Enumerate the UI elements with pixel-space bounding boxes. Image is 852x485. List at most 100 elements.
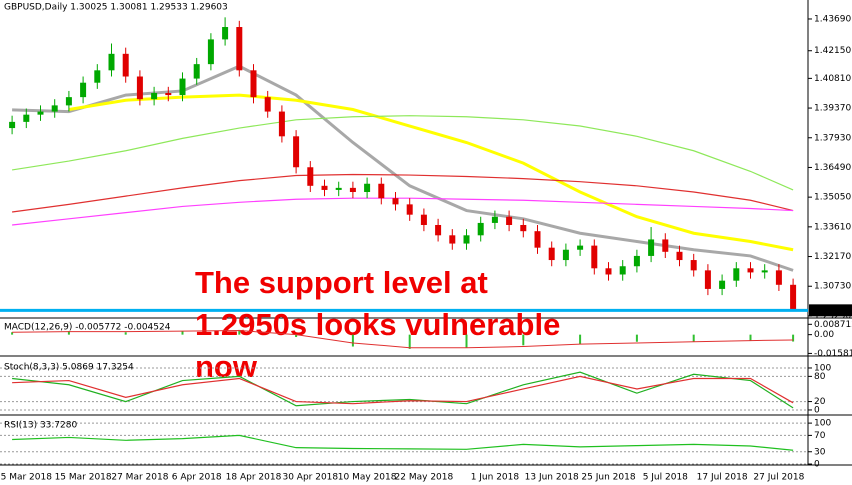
y-tick-label: 0 [814, 460, 820, 470]
candle-body [264, 97, 271, 112]
candle-body [335, 187, 342, 190]
y-tick-label: 1.35050 [814, 193, 851, 203]
y-tick-label: 30 [814, 447, 826, 457]
macd-bar [181, 331, 184, 335]
candle-body [165, 93, 172, 96]
candle-body [562, 249, 569, 261]
candle-body [662, 239, 669, 252]
candle-body [136, 76, 143, 100]
annotation: The support level at [195, 265, 488, 300]
candle-body [364, 183, 371, 192]
macd-bar [295, 334, 298, 338]
candle-body [293, 136, 300, 168]
macd-bar [792, 334, 795, 342]
panel-title: MACD(12,26,9) -0.005772 -0.004524 [4, 323, 171, 333]
y-tick-label: 0 [814, 405, 820, 415]
candle-body [435, 224, 442, 236]
candle-body [790, 284, 797, 310]
candle-body [108, 53, 115, 71]
candle-body [704, 270, 711, 289]
y-tick-label: 1.39370 [814, 104, 851, 114]
candle-body [775, 270, 782, 285]
y-tick-label: 1.32170 [814, 252, 851, 262]
x-tick-label: 5 Mar 2018 [1, 473, 53, 483]
candle-body [349, 187, 356, 192]
candle-body [633, 255, 640, 267]
candle-body [51, 105, 58, 112]
indicator-line [12, 375, 794, 405]
y-tick-label: 1.36490 [814, 163, 851, 173]
price-label-box [809, 304, 852, 317]
panel-title: RSI(13) 33.7280 [4, 421, 77, 431]
x-tick-label: 5 Jul 2018 [643, 473, 688, 483]
candle-body [747, 268, 754, 273]
x-tick-label: 17 Jul 2018 [697, 473, 748, 483]
candle-body [719, 280, 726, 289]
candle-body [151, 93, 158, 100]
macd-bar [635, 334, 638, 342]
indicator-line [12, 434, 794, 451]
panel-title: GBPUSD,Daily 1.30025 1.30081 1.29533 1.2… [4, 3, 228, 13]
candle-body [65, 97, 72, 106]
y-tick-label: -0.01581 [814, 349, 852, 359]
price-label: 1.29561 [812, 306, 849, 316]
x-tick-label: 15 Mar 2018 [55, 473, 112, 483]
candle-body [406, 204, 413, 215]
macd-bar [408, 334, 411, 349]
x-tick-label: 18 Apr 2018 [226, 473, 282, 483]
moving-average [12, 64, 794, 272]
x-tick-label: 10 May 2018 [338, 473, 397, 483]
y-tick-label: 1.33610 [814, 222, 851, 232]
macd-bar [67, 331, 70, 335]
macd-bar [238, 329, 241, 335]
y-tick-label: 1.37930 [814, 133, 851, 143]
candle-body [80, 82, 87, 98]
x-tick-label: 25 Jun 2018 [581, 473, 635, 483]
macd-bar [124, 332, 127, 335]
moving-average [12, 115, 794, 191]
y-tick-label: 100 [814, 419, 831, 429]
y-tick-label: 1.29290 [814, 311, 851, 321]
candle-body [378, 183, 385, 199]
candle-body [321, 185, 328, 190]
y-tick-label: 1.42150 [814, 46, 851, 56]
y-tick-label: 100 [814, 363, 831, 373]
candle-body [420, 214, 427, 225]
y-tick-label: 0.00 [814, 330, 834, 340]
macd-bar [351, 334, 354, 347]
candle-body [236, 27, 243, 71]
candle-body [449, 235, 456, 244]
x-tick-label: 27 Mar 2018 [111, 473, 168, 483]
candle-body [392, 198, 399, 205]
candle-body [520, 224, 527, 232]
x-tick-label: 6 Apr 2018 [172, 473, 222, 483]
macd-bar [692, 334, 695, 342]
candle-body [548, 247, 555, 261]
candle-body [9, 121, 16, 129]
macd-bar [579, 334, 582, 345]
candle-body [179, 78, 186, 96]
candle-body [250, 70, 257, 98]
candle-body [94, 70, 101, 83]
y-tick-label: 1.43690 [814, 14, 851, 24]
candle-body [278, 111, 285, 137]
candle-body [193, 64, 200, 79]
candle-body [491, 216, 498, 223]
x-tick-label: 13 Jun 2018 [525, 473, 579, 483]
candle-body [733, 268, 740, 281]
candle-body [619, 266, 626, 275]
y-tick-label: 20 [814, 397, 826, 407]
panel-title: Stoch(8,3,3) 5.0869 17.3254 [4, 363, 134, 373]
candle-body [648, 239, 655, 256]
y-tick-label: 70 [814, 431, 826, 441]
macd-bar [11, 332, 14, 335]
signal-line [12, 329, 794, 349]
x-tick-label: 1 Jun 2018 [471, 473, 520, 483]
moving-average [68, 93, 794, 252]
candle-body [676, 251, 683, 261]
y-tick-label: 0.008712 [814, 320, 852, 330]
macd-bar [522, 334, 525, 346]
annotation: 1.2950s looks vulnerable [195, 307, 560, 342]
macd-bar [749, 334, 752, 341]
